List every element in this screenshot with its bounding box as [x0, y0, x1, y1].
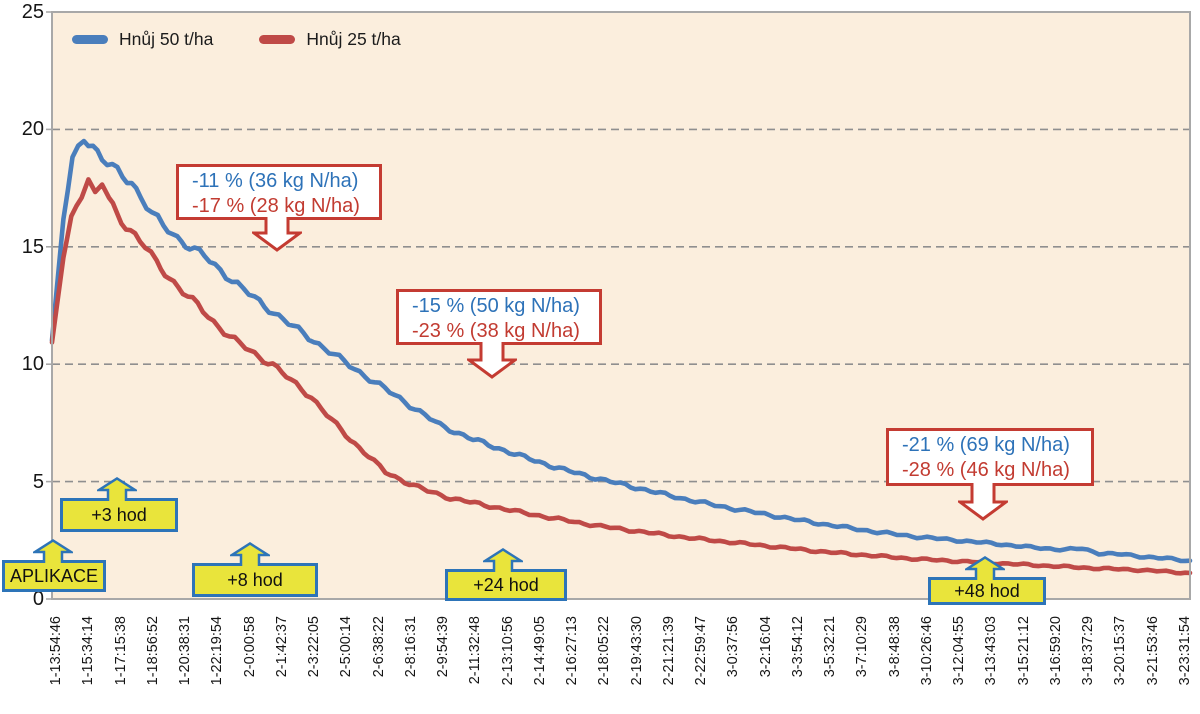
x-tick-label: 2-0:00:58: [241, 616, 258, 678]
x-tick-label: 2-9:54:39: [435, 616, 452, 678]
x-tick-label: 2-8:16:31: [402, 616, 419, 678]
legend-item-hnuj-25: Hnůj 25 t/ha: [259, 29, 401, 50]
marker-up-arrow: [483, 548, 523, 572]
x-tick-label: 1-15:34:14: [80, 616, 97, 686]
x-tick-label: 3-13:43:03: [983, 616, 1000, 686]
legend: Hnůj 50 t/ha Hnůj 25 t/ha: [72, 29, 401, 50]
marker-label: +24 hod: [473, 574, 539, 595]
callout-48hod-losses: -21 % (69 kg N/ha) -28 % (46 kg N/ha): [886, 428, 1094, 521]
x-tick-label: 3-20:15:37: [1112, 616, 1129, 686]
x-tick-label: 3-0:37:56: [725, 616, 742, 678]
x-tick-label: 3-2:16:04: [757, 616, 774, 678]
legend-label: Hnůj 25 t/ha: [306, 29, 401, 49]
series-line-hnuj-50: [49, 138, 1193, 564]
x-tick-label: 2-21:21:39: [660, 616, 677, 686]
marker-up-arrow: [97, 477, 137, 501]
x-tick-label: 3-18:37:29: [1080, 616, 1097, 686]
marker-aplikace: APLIKACE: [2, 539, 106, 592]
x-tick-label: 2-14:49:05: [531, 616, 548, 686]
x-tick-label: 2-22:59:47: [693, 616, 710, 686]
legend-swatch-red: [259, 35, 296, 44]
x-tick-label: 1-18:56:52: [144, 616, 161, 686]
x-tick-label: 2-6:38:22: [370, 616, 387, 678]
x-tick-label: 3-7:10:29: [854, 616, 871, 678]
x-tick-label: 2-1:42:37: [273, 616, 290, 678]
marker-label: +48 hod: [954, 580, 1020, 601]
marker-up-arrow: [33, 539, 73, 563]
marker-up-arrow: [230, 542, 270, 566]
x-tick-label: 1-20:38:31: [177, 616, 194, 686]
y-tick-label: 0: [32, 588, 44, 610]
callout-24hod-losses: -15 % (50 kg N/ha) -23 % (38 kg N/ha): [396, 289, 602, 379]
callout-down-arrow: [467, 342, 517, 379]
marker-label: +3 hod: [91, 504, 147, 525]
series-line-hnuj-25: [49, 177, 1193, 576]
y-tick-label: 15: [21, 235, 44, 258]
x-tick-label: 2-13:10:56: [499, 616, 516, 686]
marker-plus-3-hod: +3 hod: [60, 477, 178, 532]
y-tick-label: 5: [32, 470, 44, 493]
y-tick-label: 25: [21, 1, 44, 23]
x-tick-label: 3-5:32:21: [822, 616, 839, 678]
x-tick-label: 3-15:21:12: [1015, 616, 1032, 686]
x-tick-label: 3-21:53:46: [1144, 616, 1161, 686]
x-tick-label: 3-8:48:38: [886, 616, 903, 678]
x-tick-label: 2-5:00:14: [338, 616, 355, 678]
callout-8hod-losses: -11 % (36 kg N/ha) -17 % (28 kg N/ha): [176, 164, 382, 252]
callout-line-red: -23 % (38 kg N/ha): [412, 320, 580, 342]
x-tick-label: 1-13:54:46: [48, 616, 64, 686]
marker-plus-24-hod: +24 hod: [445, 548, 567, 601]
callout-line-red: -17 % (28 kg N/ha): [192, 195, 360, 217]
callout-down-arrow: [958, 483, 1008, 521]
marker-plus-8-hod: +8 hod: [192, 542, 318, 597]
legend-item-hnuj-50: Hnůj 50 t/ha: [72, 29, 213, 50]
x-tick-label: 1-22:19:54: [209, 616, 226, 686]
x-tick-label: 3-10:26:46: [918, 616, 935, 686]
marker-plus-48-hod: +48 hod: [928, 556, 1046, 605]
marker-label: APLIKACE: [9, 565, 99, 586]
legend-swatch-blue: [72, 35, 108, 44]
x-tick-label: 3-23:31:54: [1177, 616, 1193, 686]
x-tick-label: 2-3:22:05: [306, 616, 323, 678]
callout-line-red: -28 % (46 kg N/ha): [902, 459, 1070, 481]
legend-label: Hnůj 50 t/ha: [119, 29, 214, 49]
x-tick-label: 3-3:54:12: [789, 616, 806, 678]
callout-line-blue: -15 % (50 kg N/ha): [412, 295, 580, 317]
x-tick-label: 3-16:59:20: [1047, 616, 1064, 686]
plot-frame: [51, 11, 1191, 600]
callout-line-blue: -21 % (69 kg N/ha): [902, 434, 1070, 456]
x-tick-label: 1-17:15:38: [112, 616, 129, 686]
plot-area: [52, 12, 1190, 599]
x-tick-label: 2-16:27:13: [564, 616, 581, 686]
callout-line-blue: -11 % (36 kg N/ha): [192, 170, 359, 192]
marker-up-arrow: [965, 556, 1005, 580]
x-tick-label: 2-11:32:48: [467, 616, 484, 685]
x-tick-label: 2-18:05:22: [596, 616, 613, 686]
x-tick-label: 3-12:04:55: [951, 616, 968, 686]
marker-label: +8 hod: [227, 569, 283, 590]
x-tick-label: 2-19:43:30: [628, 616, 645, 686]
callout-down-arrow: [252, 217, 302, 252]
y-tick-label: 20: [21, 118, 44, 141]
y-tick-label: 10: [21, 353, 44, 376]
